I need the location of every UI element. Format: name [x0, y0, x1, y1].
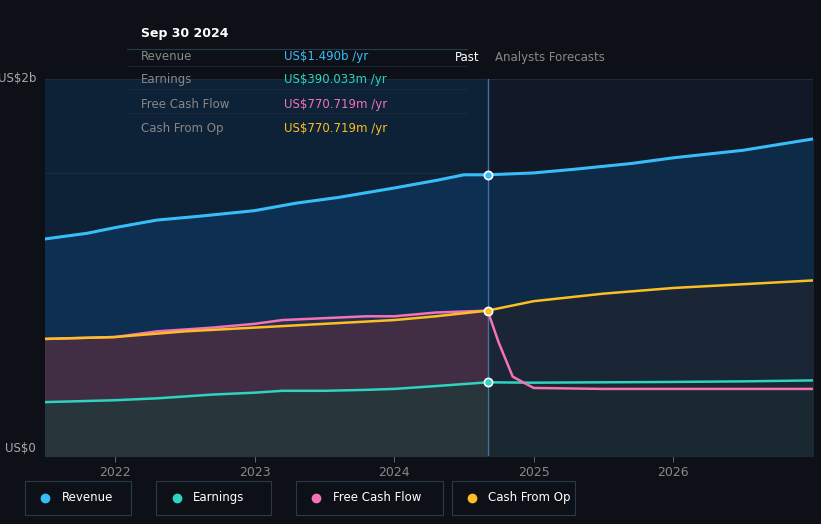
- Bar: [45, 79, 488, 456]
- Bar: [296, 481, 443, 515]
- Text: Revenue: Revenue: [62, 492, 113, 504]
- Text: Revenue: Revenue: [141, 50, 192, 63]
- Text: US$770.719m /yr: US$770.719m /yr: [284, 98, 388, 111]
- Text: Free Cash Flow: Free Cash Flow: [141, 98, 229, 111]
- Text: Earnings: Earnings: [193, 492, 245, 504]
- Text: US$390.033m /yr: US$390.033m /yr: [284, 73, 387, 86]
- Text: US$770.719m /yr: US$770.719m /yr: [284, 122, 388, 135]
- Point: [481, 378, 494, 387]
- Text: Earnings: Earnings: [141, 73, 192, 86]
- Point: [481, 171, 494, 179]
- Text: US$0: US$0: [5, 442, 36, 455]
- Point: [481, 307, 494, 315]
- Text: Cash From Op: Cash From Op: [141, 122, 223, 135]
- Text: Sep 30 2024: Sep 30 2024: [141, 27, 228, 40]
- Text: Analysts Forecasts: Analysts Forecasts: [495, 50, 605, 63]
- Bar: [25, 481, 131, 515]
- Text: Past: Past: [456, 50, 480, 63]
- Text: Free Cash Flow: Free Cash Flow: [333, 492, 421, 504]
- Text: US$1.490b /yr: US$1.490b /yr: [284, 50, 369, 63]
- Bar: [452, 481, 575, 515]
- Text: Cash From Op: Cash From Op: [488, 492, 571, 504]
- Bar: [156, 481, 271, 515]
- Text: US$2b: US$2b: [0, 72, 36, 85]
- Bar: [488, 79, 813, 456]
